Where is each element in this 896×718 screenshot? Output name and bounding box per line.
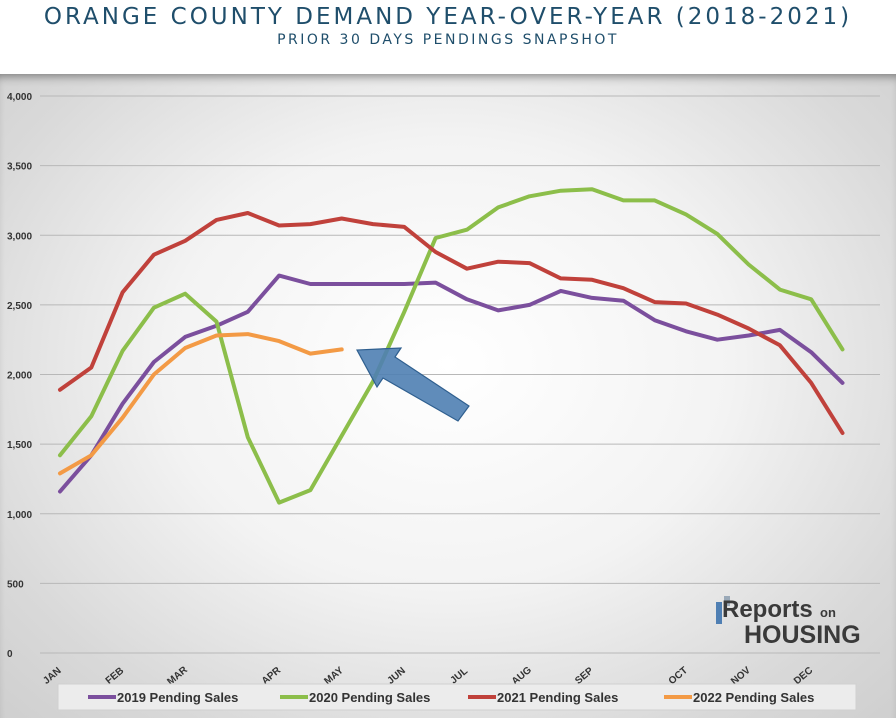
logo-bar-icon-2 xyxy=(724,596,730,606)
chart-subtitle: PRIOR 30 DAYS PENDINGS SNAPSHOT xyxy=(277,32,619,48)
chart-title: ORANGE COUNTY DEMAND YEAR-OVER-YEAR (201… xyxy=(43,4,853,30)
series-line-2022 xyxy=(58,332,344,476)
legend: 2019 Pending Sales 2020 Pending Sales 2021… xyxy=(57,683,857,711)
y-tick-label: 3,000 xyxy=(7,231,32,242)
legend-label: 2022 Pending Sales xyxy=(693,690,814,705)
y-tick-label: 1,000 xyxy=(7,510,32,521)
y-tick-label: 1,500 xyxy=(7,440,32,451)
legend-label: 2020 Pending Sales xyxy=(309,690,430,705)
logo-on: on xyxy=(820,605,836,620)
series-line-2019 xyxy=(58,273,845,494)
logo-bar-icon xyxy=(716,602,722,624)
logo-housing: HOUSING xyxy=(744,621,861,649)
y-tick-label: 500 xyxy=(7,579,24,590)
series-line-2021 xyxy=(58,211,845,435)
x-tick-label: JUL xyxy=(449,666,471,687)
series-lines xyxy=(58,187,845,505)
logo-reports: Reports xyxy=(722,596,813,623)
legend-box xyxy=(57,683,857,711)
y-tick-label: 4,000 xyxy=(7,92,32,103)
grid-lines xyxy=(40,95,880,654)
reports-on-housing-logo: Reports on HOUSING xyxy=(716,596,861,649)
y-tick-label: 3,500 xyxy=(7,162,32,173)
annotation-arrow xyxy=(356,347,470,422)
legend-label: 2021 Pending Sales xyxy=(497,690,618,705)
series-line-2020 xyxy=(58,187,845,505)
legend-label: 2019 Pending Sales xyxy=(117,690,238,705)
y-axis-ticks: 0 500 1,000 1,500 2,000 2,500 3,000 3,500 4,000 xyxy=(7,92,32,660)
y-tick-label: 2,500 xyxy=(7,301,32,312)
arrow-shape xyxy=(356,347,470,422)
y-tick-label: 2,000 xyxy=(7,371,32,382)
y-tick-label: 0 xyxy=(7,649,13,660)
